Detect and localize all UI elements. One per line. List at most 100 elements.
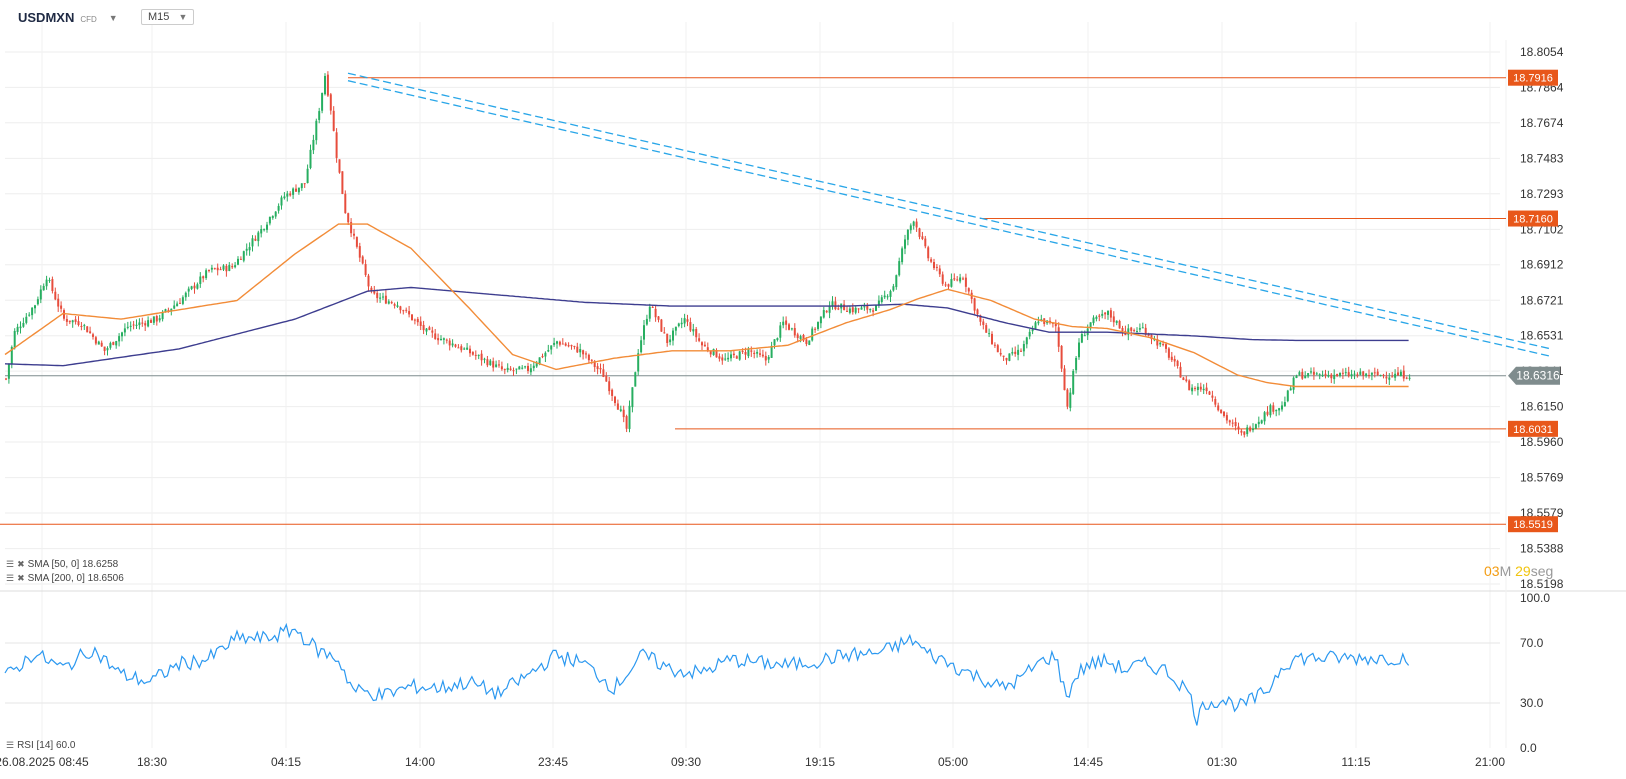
candle-body bbox=[547, 350, 550, 352]
candle-body bbox=[199, 276, 202, 284]
symbol-type: CFD bbox=[80, 14, 97, 24]
candle-body bbox=[89, 331, 92, 334]
candle-body bbox=[1072, 370, 1075, 394]
candle-body bbox=[851, 307, 854, 313]
candle-body bbox=[1133, 330, 1136, 332]
candle-body bbox=[776, 338, 779, 341]
candle-body bbox=[1260, 420, 1263, 424]
close-icon[interactable]: ✖ bbox=[17, 573, 25, 583]
candle-body bbox=[364, 264, 367, 275]
candle-body bbox=[1092, 317, 1095, 324]
candle-body bbox=[213, 268, 216, 270]
candle-body bbox=[689, 322, 692, 331]
candle-body bbox=[225, 265, 228, 272]
candle-body bbox=[828, 306, 831, 313]
candle-body bbox=[587, 354, 590, 361]
candle-body bbox=[1330, 374, 1333, 379]
candle-body bbox=[1286, 390, 1289, 402]
x-tick-label: 04:15 bbox=[271, 755, 301, 769]
candle-body bbox=[1298, 372, 1301, 375]
candlestick-series bbox=[5, 71, 1411, 438]
countdown-minutes: 03 bbox=[1484, 563, 1500, 579]
candle-body bbox=[747, 349, 750, 357]
candle-body bbox=[100, 342, 103, 347]
level-badge bbox=[1508, 69, 1558, 86]
candle-body bbox=[283, 196, 286, 199]
candle-body bbox=[474, 354, 477, 356]
candle-body bbox=[614, 396, 616, 404]
menu-icon[interactable]: ☰ bbox=[6, 573, 15, 583]
candle-body bbox=[1022, 344, 1025, 352]
candle-body bbox=[373, 290, 376, 294]
candle-body bbox=[1208, 391, 1211, 395]
candle-body bbox=[1078, 342, 1080, 358]
chevron-down-icon[interactable]: ▼ bbox=[108, 12, 118, 23]
candle-body bbox=[564, 343, 567, 346]
candle-body bbox=[34, 305, 36, 309]
candle-body bbox=[271, 216, 274, 218]
candle-body bbox=[889, 291, 892, 297]
candle-body bbox=[463, 348, 466, 350]
candle-body bbox=[1205, 387, 1208, 392]
candle-body bbox=[596, 366, 599, 370]
candle-body bbox=[393, 304, 396, 306]
candle-body bbox=[289, 193, 292, 196]
candle-body bbox=[1188, 380, 1191, 391]
y-tick-label: 18.6531 bbox=[1520, 329, 1564, 343]
candle-body bbox=[347, 213, 350, 223]
candle-body bbox=[941, 274, 944, 284]
candle-body bbox=[144, 323, 147, 326]
candle-body bbox=[773, 339, 776, 346]
candle-body bbox=[324, 75, 326, 95]
candle-body bbox=[1318, 374, 1321, 376]
timeframe-selector[interactable]: M15 ▼ bbox=[141, 9, 195, 25]
candle-body bbox=[268, 216, 271, 224]
candle-body bbox=[77, 321, 80, 326]
legend-rsi[interactable]: ☰ RSI [14] 60.0 bbox=[6, 740, 75, 751]
candle-body bbox=[170, 308, 173, 312]
candle-body bbox=[492, 361, 495, 368]
candle-body bbox=[947, 284, 950, 287]
y-tick-label: 18.7674 bbox=[1520, 116, 1564, 130]
candle-body bbox=[1141, 327, 1144, 329]
candle-body bbox=[761, 354, 764, 357]
candle-body bbox=[1237, 426, 1240, 430]
candle-body bbox=[677, 323, 680, 327]
symbol-selector[interactable]: USDMXN CFD ▼ bbox=[18, 10, 118, 25]
candle-body bbox=[602, 369, 605, 378]
candle-body bbox=[16, 326, 19, 332]
candle-body bbox=[869, 308, 872, 311]
candle-body bbox=[121, 332, 123, 337]
legend-sma50[interactable]: ☰ ✖ SMA [50, 0] 18.6258 bbox=[6, 559, 118, 570]
menu-icon[interactable]: ☰ bbox=[6, 559, 15, 569]
candle-body bbox=[1234, 422, 1237, 427]
candle-body bbox=[338, 159, 341, 173]
candle-body bbox=[1385, 376, 1388, 379]
candle-body bbox=[1373, 372, 1376, 374]
legend-sma200[interactable]: ☰ ✖ SMA [200, 0] 18.6506 bbox=[6, 573, 124, 584]
candle-body bbox=[703, 344, 706, 347]
candle-body bbox=[1089, 322, 1092, 329]
candle-body bbox=[1147, 333, 1150, 336]
y-tick-label: 18.7483 bbox=[1520, 151, 1564, 165]
candle-body bbox=[39, 289, 42, 300]
candle-body bbox=[1295, 375, 1298, 379]
close-icon[interactable]: ✖ bbox=[17, 559, 25, 569]
candle-body bbox=[892, 286, 895, 291]
candle-body bbox=[54, 291, 57, 300]
candle-body bbox=[202, 276, 205, 279]
candle-body bbox=[80, 325, 83, 327]
candle-body bbox=[933, 262, 935, 269]
candle-body bbox=[63, 310, 65, 319]
candle-body bbox=[657, 316, 660, 320]
candle-body bbox=[611, 389, 614, 396]
candle-body bbox=[799, 336, 802, 340]
candle-body bbox=[1301, 371, 1304, 379]
candle-body bbox=[1399, 371, 1402, 376]
candle-body bbox=[1304, 375, 1307, 379]
menu-icon[interactable]: ☰ bbox=[6, 740, 15, 750]
y-tick-label: 18.5388 bbox=[1520, 542, 1564, 556]
candle-body bbox=[216, 267, 219, 271]
candle-body bbox=[1362, 371, 1365, 376]
